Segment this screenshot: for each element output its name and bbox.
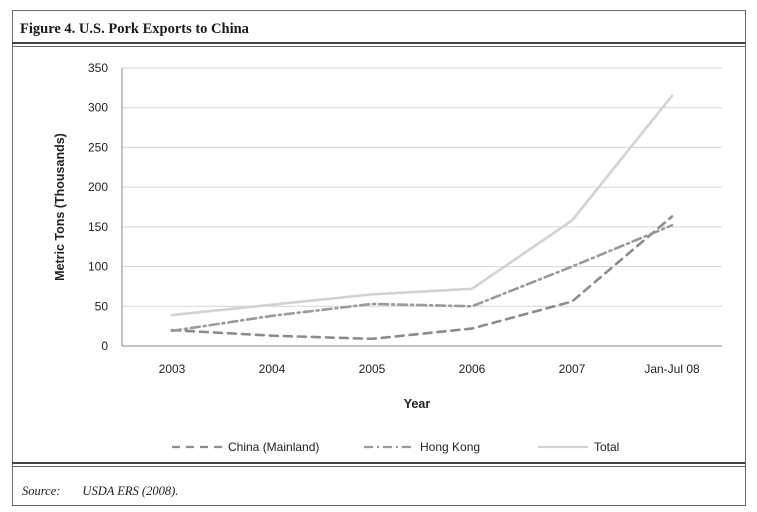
x-tick-label: Jan-Jul 08 (644, 362, 700, 376)
x-tick-label: 2006 (459, 362, 486, 376)
source-text: USDA ERS (2008). (82, 484, 179, 498)
series-line-china-mainland (170, 215, 674, 341)
legend-label: Hong Kong (420, 440, 480, 454)
y-tick-label: 350 (88, 61, 108, 75)
source-note: Source: USDA ERS (2008). (22, 484, 178, 499)
y-tick-label: 300 (88, 101, 108, 115)
y-tick-labels: 0 50 100 150 200 250 300 350 (88, 61, 108, 353)
x-axis-title: Year (404, 397, 431, 411)
y-tick-label: 0 (101, 339, 108, 353)
figure-frame (12, 10, 746, 506)
x-tick-label: 2003 (159, 362, 186, 376)
title-rule-bottom (12, 46, 745, 47)
y-tick-label: 50 (95, 299, 109, 313)
x-tick-label: 2005 (359, 362, 386, 376)
source-rule-bottom (12, 466, 745, 467)
x-tick-labels: 2003 2004 2005 2006 2007 Jan-Jul 08 (159, 362, 700, 376)
source-label: Source: (22, 484, 61, 498)
y-axis-title: Metric Tons (Thousands) (53, 133, 67, 281)
figure-title: Figure 4. U.S. Pork Exports to China (20, 21, 249, 37)
x-tick-label: 2004 (259, 362, 286, 376)
legend-label: Total (594, 440, 619, 454)
series-lines (170, 94, 674, 341)
grid-lines (121, 67, 722, 347)
y-tick-label: 100 (88, 260, 108, 274)
y-tick-label: 150 (88, 220, 108, 234)
x-tick-label: 2007 (559, 362, 586, 376)
series-line-total (170, 94, 674, 317)
series-line-hong-kong (170, 223, 674, 333)
legend-label: China (Mainland) (228, 440, 319, 454)
y-tick-label: 250 (88, 140, 108, 154)
title-rule-top (12, 42, 745, 44)
y-tick-label: 200 (88, 180, 108, 194)
legend: China (Mainland) Hong Kong Total (172, 440, 619, 454)
source-rule-top (12, 462, 745, 464)
